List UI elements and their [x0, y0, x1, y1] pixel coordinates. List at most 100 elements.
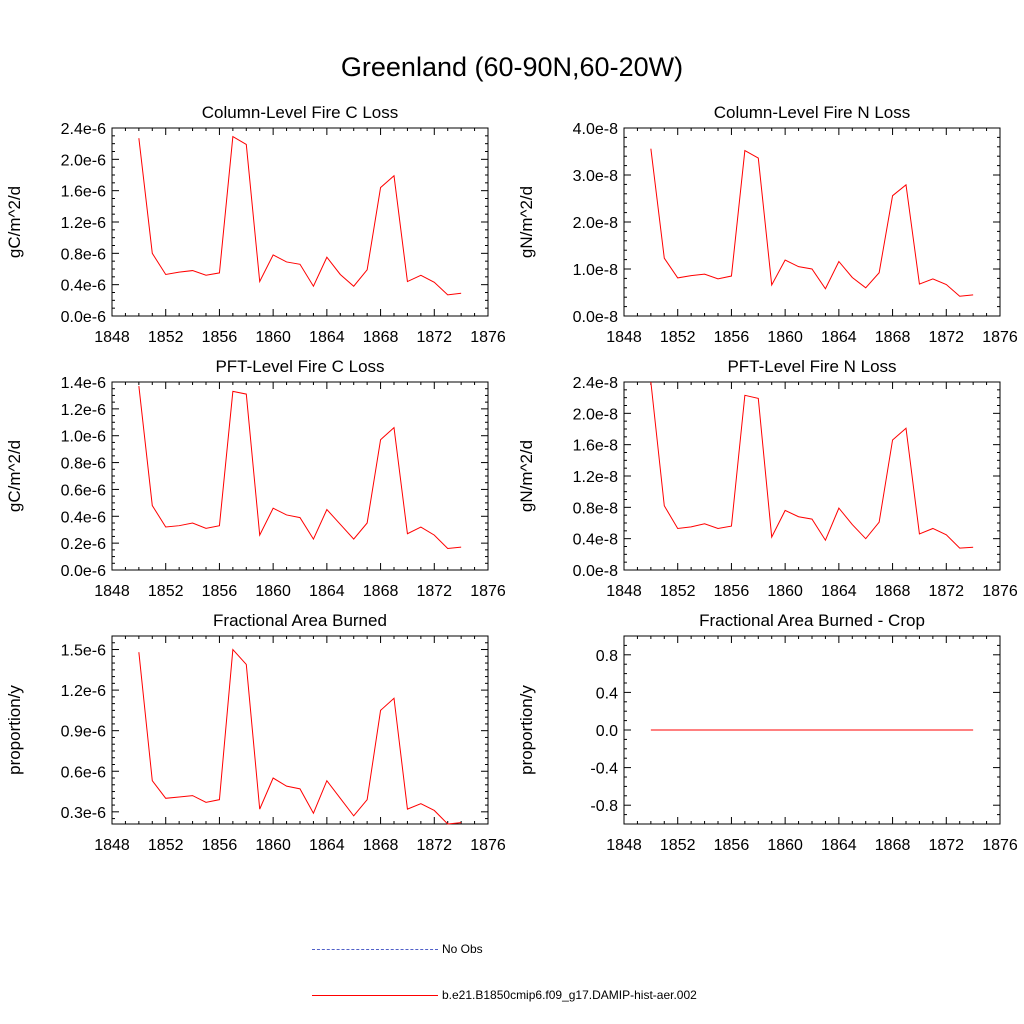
subplot-title: PFT-Level Fire N Loss: [727, 357, 896, 376]
x-tick-label: 1872: [928, 583, 964, 600]
x-tick-label: 1852: [148, 583, 184, 600]
y-tick-label: 0.8e-8: [573, 500, 618, 517]
x-tick-label: 1872: [928, 329, 964, 346]
y-axis-label: gN/m^2/d: [517, 186, 536, 258]
y-tick-label: 1.5e-6: [61, 643, 106, 660]
x-tick-label: 1868: [875, 329, 911, 346]
plot-frame: [623, 127, 1001, 317]
y-tick-label: 0.0e-6: [61, 309, 106, 326]
subplot-title: Column-Level Fire N Loss: [714, 103, 911, 122]
y-axis-label: gC/m^2/d: [5, 186, 24, 258]
x-tick-label: 1868: [363, 329, 399, 346]
x-tick-label: 1852: [148, 329, 184, 346]
y-tick-label: 0.8e-6: [61, 456, 106, 473]
x-tick-label: 1860: [767, 329, 803, 346]
plot-2: 1848 1852 1856 1860 1864 1868 1872 1876 0.0e-8 1.…: [517, 103, 1018, 346]
x-tick-label: 1860: [255, 329, 291, 346]
legend-model: b.e21.B1850cmip6.f09_g17.DAMIP-hist-aer.…: [312, 987, 697, 1003]
x-tick-label: 1864: [309, 329, 345, 346]
y-tick-label: 0.4e-8: [573, 532, 618, 549]
x-tick-label: 1856: [202, 583, 238, 600]
y-tick-label: -0.8: [590, 798, 618, 815]
plot-5: 1848 1852 1856 1860 1864 1868 1872 1876 0.3e-6 0.…: [5, 611, 506, 854]
x-tick-label: 1860: [767, 837, 803, 854]
y-tick-label: 1.0e-6: [61, 429, 106, 446]
x-tick-label: 1852: [148, 837, 184, 854]
y-tick-label: 2.0e-6: [61, 152, 106, 169]
plot-4: 1848 1852 1856 1860 1864 1868 1872 1876 0.0e-8 0.…: [517, 357, 1018, 600]
plot-3: 1848 1852 1856 1860 1864 1868 1872 1876 0.0e-6 0.…: [5, 357, 506, 600]
y-tick-label: 0.4: [596, 685, 618, 702]
x-tick-label: 1876: [470, 329, 506, 346]
y-tick-label: 1.0e-8: [573, 262, 618, 279]
x-tick-label: 1860: [767, 583, 803, 600]
plot-frame: [623, 381, 1001, 571]
y-axis-label: gN/m^2/d: [517, 440, 536, 512]
x-tick-label: 1864: [821, 583, 857, 600]
y-axis-label: gC/m^2/d: [5, 440, 24, 512]
y-tick-label: 1.6e-8: [573, 438, 618, 455]
plot-6: 1848 1852 1856 1860 1864 1868 1872 1876 -0.8 -0.4…: [517, 611, 1018, 854]
y-tick-label: 0.0e-8: [573, 563, 618, 580]
y-tick-label: 4.0e-8: [573, 121, 618, 138]
x-tick-label: 1872: [416, 837, 452, 854]
plot-frame: [111, 127, 489, 317]
plot-frame: [111, 381, 489, 571]
y-tick-label: 0.8e-6: [61, 246, 106, 263]
x-tick-label: 1868: [363, 837, 399, 854]
x-tick-label: 1852: [660, 329, 696, 346]
x-tick-label: 1876: [982, 329, 1018, 346]
y-tick-label: 1.2e-6: [61, 215, 106, 232]
y-tick-label: 0.4e-6: [61, 278, 106, 295]
plot-frame: [111, 635, 489, 825]
x-tick-label: 1860: [255, 837, 291, 854]
x-tick-label: 1864: [309, 583, 345, 600]
x-tick-label: 1848: [94, 329, 130, 346]
series-line: [650, 148, 974, 297]
y-axis-label: proportion/y: [5, 685, 24, 775]
x-tick-label: 1872: [928, 837, 964, 854]
x-tick-label: 1864: [309, 837, 345, 854]
x-tick-label: 1868: [875, 837, 911, 854]
x-tick-label: 1848: [606, 583, 642, 600]
y-tick-label: 2.4e-8: [573, 375, 618, 392]
y-tick-label: 0.9e-6: [61, 724, 106, 741]
y-axis-label: proportion/y: [517, 685, 536, 775]
y-tick-label: 1.4e-6: [61, 375, 106, 392]
y-tick-label: 1.6e-6: [61, 184, 106, 201]
x-tick-label: 1876: [982, 583, 1018, 600]
x-tick-label: 1860: [255, 583, 291, 600]
x-tick-label: 1856: [714, 837, 750, 854]
x-tick-label: 1848: [94, 583, 130, 600]
x-tick-label: 1848: [606, 329, 642, 346]
x-tick-label: 1856: [714, 329, 750, 346]
series-line: [650, 381, 974, 549]
y-tick-label: 0.3e-6: [61, 805, 106, 822]
x-tick-label: 1864: [821, 837, 857, 854]
y-tick-label: 1.2e-6: [61, 402, 106, 419]
y-tick-label: 1.2e-8: [573, 469, 618, 486]
x-tick-label: 1852: [660, 837, 696, 854]
x-tick-label: 1852: [660, 583, 696, 600]
x-tick-label: 1872: [416, 329, 452, 346]
y-tick-label: 3.0e-8: [573, 168, 618, 185]
y-tick-label: 2.4e-6: [61, 121, 106, 138]
y-tick-label: -0.4: [590, 761, 618, 778]
legend-obs-label: No Obs: [442, 942, 483, 956]
y-tick-label: 1.2e-6: [61, 683, 106, 700]
subplot-title: Column-Level Fire C Loss: [202, 103, 399, 122]
x-tick-label: 1876: [982, 837, 1018, 854]
series-line: [138, 648, 462, 825]
x-tick-label: 1848: [606, 837, 642, 854]
y-tick-label: 2.0e-8: [573, 406, 618, 423]
x-tick-label: 1856: [202, 837, 238, 854]
series-line: [138, 385, 462, 550]
series-line: [138, 135, 462, 296]
y-tick-label: 0.8: [596, 648, 618, 665]
x-tick-label: 1876: [470, 837, 506, 854]
legend-obs: No Obs: [312, 941, 483, 957]
x-tick-label: 1876: [470, 583, 506, 600]
y-tick-label: 0.6e-6: [61, 482, 106, 499]
legend-model-label: b.e21.B1850cmip6.f09_g17.DAMIP-hist-aer.…: [442, 988, 697, 1002]
x-tick-label: 1856: [714, 583, 750, 600]
